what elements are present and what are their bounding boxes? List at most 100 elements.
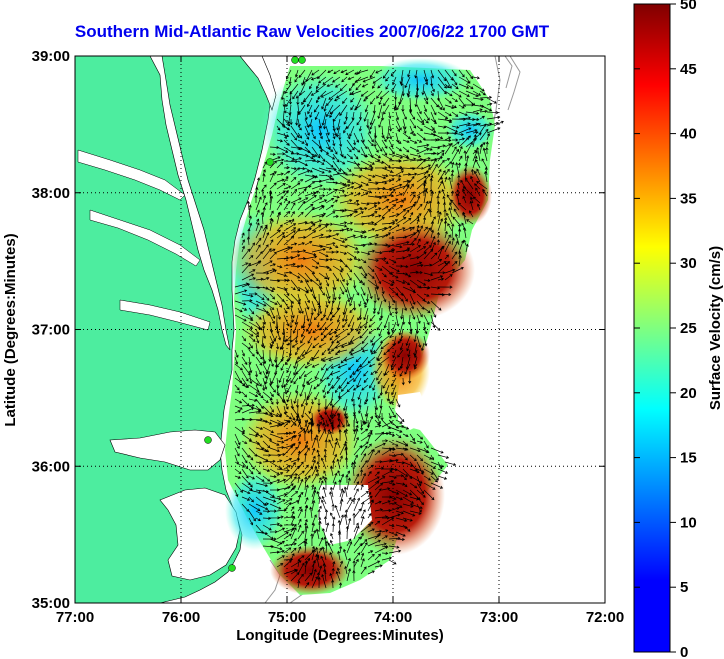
station-marker	[204, 436, 212, 444]
colorbar-tick-label: 15	[680, 450, 697, 467]
velocity-vector	[318, 477, 322, 484]
velocity-vector	[262, 232, 270, 246]
velocity-vector	[457, 174, 461, 183]
velocity-vector	[402, 139, 410, 144]
velocity-vector	[284, 83, 292, 94]
velocity-vector	[332, 171, 347, 176]
velocity-vector	[324, 509, 329, 519]
velocity-vector	[283, 487, 296, 498]
velocity-vector	[255, 300, 267, 307]
velocity-vector	[283, 200, 291, 211]
velocity-vector	[360, 160, 373, 167]
velocity-vector	[354, 76, 369, 83]
velocity-vector	[423, 208, 430, 218]
velocity-vector	[430, 482, 444, 489]
velocity-vector	[255, 328, 259, 336]
velocity-vector	[395, 503, 403, 508]
velocity-vector	[402, 146, 410, 153]
velocity-vector	[402, 217, 412, 225]
velocity-vector	[262, 481, 273, 485]
velocity-vector	[360, 501, 365, 512]
velocity-vector	[283, 498, 293, 505]
velocity-vector	[234, 468, 242, 474]
velocity-vector	[269, 229, 281, 239]
velocity-vector	[289, 118, 293, 126]
velocity-vector	[409, 286, 416, 293]
velocity-vector	[474, 170, 481, 183]
velocity-vector	[360, 207, 368, 211]
velocity-vector	[409, 496, 420, 501]
velocity-vector	[476, 203, 481, 211]
velocity-vector	[409, 440, 417, 445]
velocity-vector	[353, 153, 359, 160]
velocity-vector	[255, 440, 264, 451]
velocity-vector	[262, 524, 272, 531]
velocity-vector	[311, 279, 323, 289]
velocity-vector	[323, 454, 327, 463]
velocity-vector	[361, 335, 369, 345]
velocity-vector	[353, 286, 360, 296]
velocity-vector	[241, 245, 245, 253]
velocity-vector	[353, 424, 359, 435]
velocity-vector	[330, 532, 334, 540]
velocity-vector	[346, 377, 355, 385]
velocity-vector	[402, 272, 412, 278]
velocity-vector	[409, 293, 416, 305]
velocity-vector	[423, 200, 429, 211]
bay-tributary	[77, 149, 186, 201]
velocity-vector	[248, 447, 258, 457]
velocity-vector	[346, 228, 354, 232]
velocity-vector	[304, 139, 309, 147]
velocity-vector	[360, 483, 364, 491]
velocity-vector	[325, 428, 331, 442]
velocity-vector	[248, 269, 256, 274]
data-gap	[398, 392, 430, 430]
velocity-vector	[325, 242, 336, 246]
velocity-vector	[423, 482, 436, 490]
velocity-vector	[402, 132, 411, 140]
velocity-vector	[322, 563, 327, 575]
velocity-vector	[388, 183, 403, 190]
velocity-vector	[388, 248, 396, 253]
velocity-vector	[444, 125, 459, 133]
velocity-vector	[290, 242, 298, 246]
y-tick-label: 35:00	[32, 595, 70, 612]
velocity-vector	[316, 321, 320, 328]
velocity-vector	[342, 300, 348, 316]
velocity-vector	[367, 258, 379, 263]
velocity-vector	[352, 384, 362, 391]
velocity-vector	[290, 523, 297, 533]
velocity-vector	[363, 111, 369, 122]
velocity-vector	[318, 516, 322, 526]
velocity-vector	[269, 503, 282, 510]
velocity-vector	[454, 233, 460, 246]
velocity-vector	[241, 391, 248, 398]
velocity-vector	[248, 410, 261, 414]
velocity-vector	[329, 512, 334, 519]
velocity-vector	[255, 475, 265, 482]
velocity-vector	[423, 118, 429, 124]
velocity-vector	[329, 491, 334, 505]
velocity-vector	[269, 314, 275, 325]
velocity-vector	[248, 510, 256, 522]
velocity-vector	[367, 272, 375, 279]
velocity-vector	[358, 405, 362, 414]
velocity-vector	[349, 125, 355, 137]
velocity-vector	[322, 384, 327, 393]
velocity-vector	[262, 412, 274, 418]
velocity-vector	[304, 251, 317, 256]
velocity-vector	[390, 377, 397, 387]
velocity-vector	[381, 293, 387, 303]
velocity-vector	[390, 69, 397, 77]
velocity-vector	[332, 153, 340, 163]
colorbar-tick-label: 45	[680, 61, 697, 78]
velocity-vector	[290, 435, 295, 442]
velocity-vector	[374, 442, 386, 449]
velocity-vector	[297, 300, 304, 314]
velocity-vector	[318, 565, 323, 575]
velocity-vector	[241, 370, 249, 382]
velocity-vector	[338, 531, 342, 547]
velocity-vector	[395, 286, 404, 296]
velocity-vector	[318, 139, 323, 153]
